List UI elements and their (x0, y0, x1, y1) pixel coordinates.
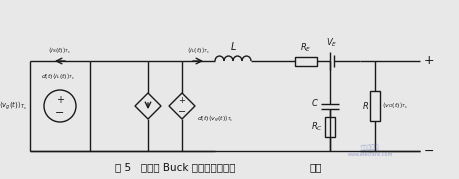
Text: $C$: $C$ (310, 98, 318, 108)
Text: 图 5   非理想 Buck 变换器平均变量: 图 5 非理想 Buck 变换器平均变量 (114, 162, 235, 172)
Text: $V_E$: $V_E$ (325, 37, 337, 49)
Text: −: − (55, 108, 65, 118)
Text: $R_C$: $R_C$ (310, 121, 322, 133)
Text: −: − (178, 107, 185, 117)
Text: 电路: 电路 (309, 162, 322, 172)
Text: $R_E$: $R_E$ (300, 42, 311, 54)
Text: $R$: $R$ (361, 100, 368, 112)
Text: 电子发烧友: 电子发烧友 (360, 143, 379, 151)
Text: www.elecfans.com: www.elecfans.com (347, 153, 392, 158)
Text: $d(t)\langle i_L(t)\rangle_{T_s}$: $d(t)\langle i_L(t)\rangle_{T_s}$ (41, 71, 75, 81)
Text: $\langle v_O(t)\rangle_{T_s}$: $\langle v_O(t)\rangle_{T_s}$ (381, 101, 407, 111)
Text: $\langle v_g(t)\rangle_{T_s}$: $\langle v_g(t)\rangle_{T_s}$ (0, 100, 27, 112)
Text: +: + (423, 54, 434, 67)
Text: $L$: $L$ (229, 40, 236, 52)
Text: $d(t)\langle v_g(t)\rangle_{T_s}$: $d(t)\langle v_g(t)\rangle_{T_s}$ (196, 114, 233, 125)
Text: +: + (178, 96, 185, 105)
Text: $\langle i_S(t)\rangle_{T_s}$: $\langle i_S(t)\rangle_{T_s}$ (48, 45, 72, 56)
Text: $\langle i_L(t)\rangle_{T_s}$: $\langle i_L(t)\rangle_{T_s}$ (186, 45, 209, 56)
Text: +: + (56, 95, 64, 105)
Text: −: − (423, 144, 434, 158)
